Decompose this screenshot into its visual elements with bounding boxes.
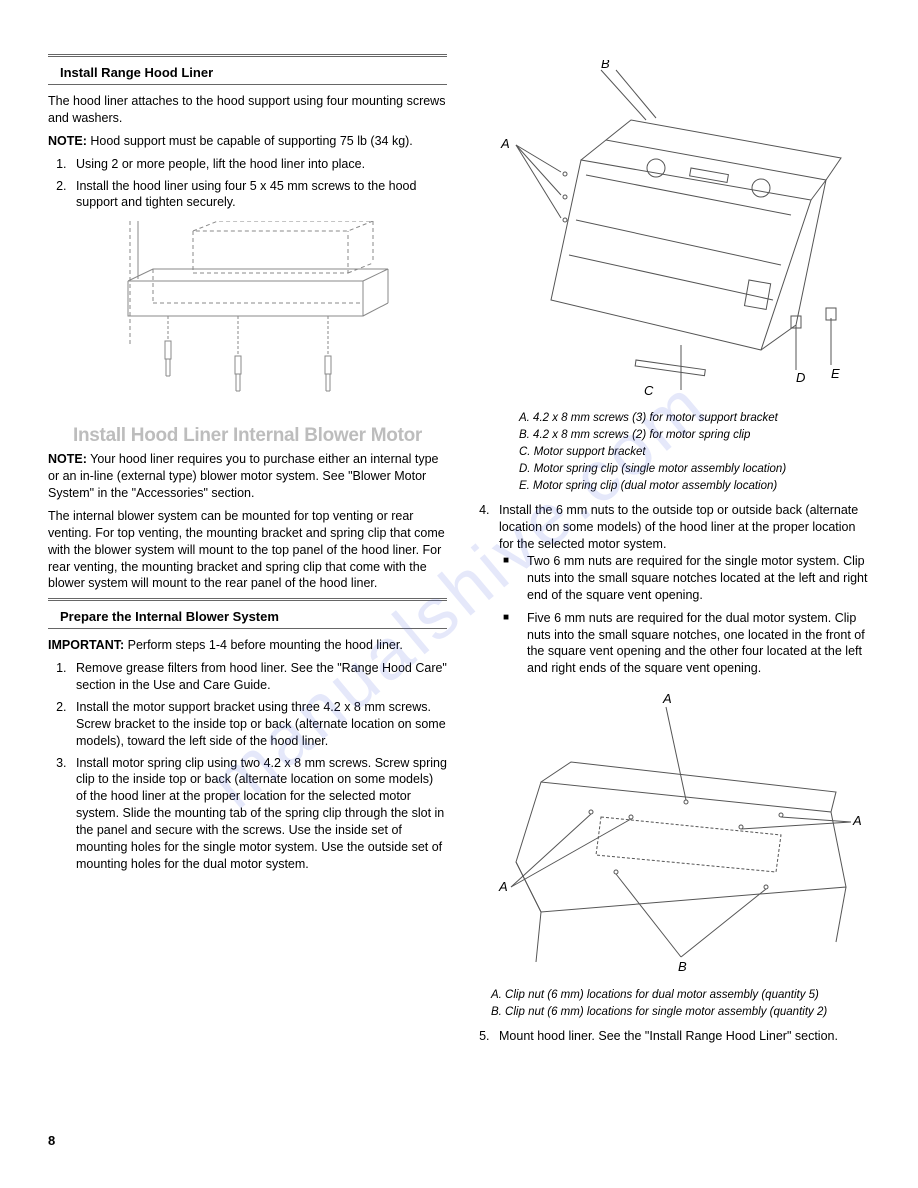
legend1-A: A. 4.2 x 8 mm screws (3) for motor suppo…: [519, 410, 870, 426]
install-steps-list: Using 2 or more people, lift the hood li…: [48, 156, 447, 212]
rule-top: [48, 54, 447, 57]
legend1-D: D. Motor spring clip (single motor assem…: [519, 461, 870, 477]
two-column-layout: Install Range Hood Liner The hood liner …: [48, 50, 870, 1050]
big-heading-blower-motor: Install Hood Liner Internal Blower Motor: [48, 425, 447, 447]
important-label: IMPORTANT:: [48, 638, 124, 652]
step-4: Install the 6 mm nuts to the outside top…: [493, 502, 870, 677]
paragraph-venting: The internal blower system can be mounte…: [48, 508, 447, 592]
diagram-clip-nuts: A A A B: [471, 687, 870, 977]
label2-A-top: A: [662, 691, 672, 706]
diagram-svg-1: [98, 221, 398, 411]
legend1-E: E. Motor spring clip (dual motor assembl…: [519, 478, 870, 494]
step-4-text: Install the 6 mm nuts to the outside top…: [499, 503, 858, 551]
section-heading-install-liner: Install Range Hood Liner: [48, 61, 447, 85]
label-D: D: [796, 370, 805, 385]
step-2: Install the hood liner using four 5 x 45…: [70, 178, 447, 212]
right-column: A B C D E A. 4.2 x 8 mm screws (3) for m…: [471, 50, 870, 1050]
important-text: Perform steps 1-4 before mounting the ho…: [124, 638, 403, 652]
bullet-dual-motor: Five 6 mm nuts are required for the dual…: [519, 610, 870, 678]
label-A: A: [500, 136, 510, 151]
note2-text: Your hood liner requires you to purchase…: [48, 452, 439, 500]
label2-B: B: [678, 959, 687, 974]
note-label: NOTE:: [48, 134, 87, 148]
left-column: Install Range Hood Liner The hood liner …: [48, 50, 447, 1050]
prepare-steps-list: Remove grease filters from hood liner. S…: [48, 660, 447, 873]
note-blower: NOTE: Your hood liner requires you to pu…: [48, 451, 447, 502]
label2-A-left: A: [498, 879, 508, 894]
diagram-hood-liner-detail: A B C D E: [471, 60, 870, 400]
note-text: Hood support must be capable of supporti…: [87, 134, 413, 148]
prep-step-1: Remove grease filters from hood liner. S…: [70, 660, 447, 694]
section-heading-prepare-blower: Prepare the Internal Blower System: [48, 605, 447, 629]
legend1-C: C. Motor support bracket: [519, 444, 870, 460]
diagram-svg-3: A A A B: [481, 687, 861, 977]
legend1-B: B. 4.2 x 8 mm screws (2) for motor sprin…: [519, 427, 870, 443]
step-5: Mount hood liner. See the "Install Range…: [493, 1028, 870, 1045]
bullet-single-motor: Two 6 mm nuts are required for the singl…: [519, 553, 870, 604]
prep-step-2: Install the motor support bracket using …: [70, 699, 447, 750]
note2-label: NOTE:: [48, 452, 87, 466]
legend2-A: A. Clip nut (6 mm) locations for dual mo…: [491, 987, 870, 1003]
legend2-B: B. Clip nut (6 mm) locations for single …: [491, 1004, 870, 1020]
page-number: 8: [48, 1133, 55, 1148]
important-note: IMPORTANT: Perform steps 1-4 before moun…: [48, 637, 447, 654]
step-5-list: Mount hood liner. See the "Install Range…: [471, 1028, 870, 1045]
legend-2: A. Clip nut (6 mm) locations for dual mo…: [491, 987, 870, 1020]
label2-A-right: A: [852, 813, 861, 828]
paragraph-intro: The hood liner attaches to the hood supp…: [48, 93, 447, 127]
diagram-hood-liner-mount: [48, 221, 447, 411]
label-C: C: [644, 383, 654, 398]
label-B: B: [601, 60, 610, 71]
rule-mid: [48, 598, 447, 601]
step-4-bullets: Two 6 mm nuts are required for the singl…: [499, 553, 870, 677]
legend-1: A. 4.2 x 8 mm screws (3) for motor suppo…: [519, 410, 870, 494]
step-1: Using 2 or more people, lift the hood li…: [70, 156, 447, 173]
label-E: E: [831, 366, 840, 381]
continued-steps-list: Install the 6 mm nuts to the outside top…: [471, 502, 870, 677]
diagram-svg-2: A B C D E: [481, 60, 861, 400]
prep-step-3: Install motor spring clip using two 4.2 …: [70, 755, 447, 873]
note-support: NOTE: Hood support must be capable of su…: [48, 133, 447, 150]
